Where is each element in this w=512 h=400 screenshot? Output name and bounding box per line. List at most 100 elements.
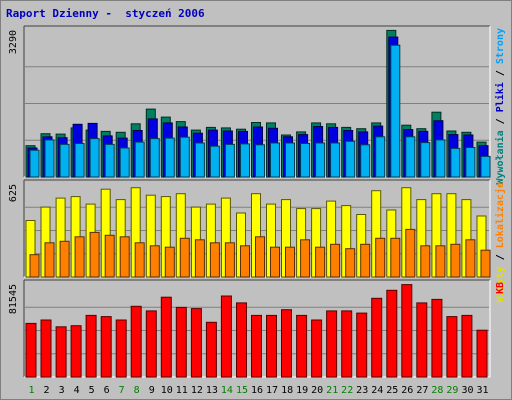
middle-bar-lokalizacje-day-6 xyxy=(104,234,115,278)
top-bar-strony-day-3 xyxy=(59,143,70,178)
bottom-bar-kb-day-3 xyxy=(55,326,67,378)
middle-bar-lokalizacje-day-5 xyxy=(89,231,100,278)
x-tick-label-day-9: 9 xyxy=(149,385,155,396)
top-bar-strony-day-18 xyxy=(285,142,295,178)
x-tick-label-day-21: 21 xyxy=(326,385,338,396)
bottom-bar-kb-day-9 xyxy=(145,310,157,378)
middle-bar-lokalizacje-day-31 xyxy=(480,249,491,278)
middle-bar-lokalizacje-day-3 xyxy=(59,240,70,278)
middle-bar-lokalizacje-day-28 xyxy=(435,245,446,278)
bottom-bar-kb-day-28 xyxy=(431,298,443,378)
middle-bar-lokalizacje-day-2 xyxy=(44,242,55,278)
x-tick-label-day-14: 14 xyxy=(221,385,233,396)
x-tick-label-day-19: 19 xyxy=(296,385,308,396)
x-tick-label-day-30: 30 xyxy=(461,385,473,396)
top-bar-strony-day-2 xyxy=(44,139,55,178)
top-bar-strony-day-4 xyxy=(74,143,85,178)
x-tick-label-day-20: 20 xyxy=(311,385,323,396)
x-tick-label-day-22: 22 xyxy=(341,385,353,396)
x-tick-label-day-31: 31 xyxy=(476,385,488,396)
x-tick-label-day-25: 25 xyxy=(386,385,398,396)
bottom-bar-kb-day-8 xyxy=(130,305,142,378)
x-tick-label-day-28: 28 xyxy=(431,385,443,396)
bottom-bar-kb-day-7 xyxy=(115,319,127,378)
bottom-bar-kb-day-14 xyxy=(220,295,232,378)
bottom-bar-kb-day-26 xyxy=(401,284,413,378)
middle-bar-lokalizacje-day-4 xyxy=(74,236,85,278)
top-bar-strony-day-13 xyxy=(209,145,220,178)
top-bar-strony-day-23 xyxy=(360,144,371,178)
chart-title: Raport Dzienny - styczeń 2006 xyxy=(6,7,205,20)
bottom-bar-kb-day-31 xyxy=(476,329,488,378)
bottom-bar-kb-day-29 xyxy=(446,316,458,378)
middle-bar-lokalizacje-day-19 xyxy=(300,239,311,278)
middle-legend-part: Wizyty xyxy=(494,266,506,302)
top-bar-strony-day-17 xyxy=(270,142,280,178)
top-bar-strony-day-8 xyxy=(134,141,145,178)
middle-bar-lokalizacje-day-22 xyxy=(345,248,356,278)
top-legend-label: Wywołania / Pliki / Strony xyxy=(494,28,506,185)
x-tick-label-day-23: 23 xyxy=(356,385,368,396)
middle-bar-lokalizacje-day-7 xyxy=(119,236,130,278)
x-tick-label-day-1: 1 xyxy=(28,385,34,396)
top-bar-strony-day-21 xyxy=(330,142,341,178)
middle-bar-lokalizacje-day-21 xyxy=(330,243,341,278)
middle-bar-lokalizacje-day-27 xyxy=(420,245,431,278)
top-bar-strony-day-28 xyxy=(435,139,446,178)
bottom-bar-kb-day-15 xyxy=(236,302,247,378)
middle-bar-lokalizacje-day-10 xyxy=(164,246,175,278)
top-bar-strony-day-16 xyxy=(255,144,265,178)
bottom-bar-kb-day-20 xyxy=(311,319,323,378)
top-bar-strony-day-9 xyxy=(149,138,160,178)
x-tick-label-day-15: 15 xyxy=(236,385,248,396)
bottom-bar-kb-day-18 xyxy=(281,309,292,378)
middle-bar-lokalizacje-day-24 xyxy=(375,237,386,278)
x-tick-label-day-12: 12 xyxy=(191,385,203,396)
x-tick-label-day-3: 3 xyxy=(59,385,65,396)
bottom-ymax-label: 81545 xyxy=(8,284,19,314)
bottom-bar-kb-day-4 xyxy=(70,325,82,378)
middle-bar-lokalizacje-day-12 xyxy=(194,239,205,278)
top-legend-part: Wywołania xyxy=(494,130,506,184)
middle-bar-lokalizacje-day-20 xyxy=(315,246,326,278)
x-tick-label-day-27: 27 xyxy=(416,385,428,396)
top-bar-strony-day-1 xyxy=(29,149,40,178)
bottom-bar-kb-day-17 xyxy=(266,314,277,378)
x-tick-label-day-26: 26 xyxy=(401,385,413,396)
bottom-bar-kb-day-1 xyxy=(25,322,37,378)
x-tick-label-day-24: 24 xyxy=(371,385,383,396)
bottom-bar-kb-day-11 xyxy=(175,306,187,378)
x-tick-label-day-29: 29 xyxy=(446,385,458,396)
middle-bar-lokalizacje-day-1 xyxy=(29,254,40,278)
x-tick-label-day-18: 18 xyxy=(281,385,293,396)
top-bar-strony-day-12 xyxy=(194,142,205,178)
middle-bar-lokalizacje-day-14 xyxy=(224,242,235,278)
bottom-bar-kb-day-13 xyxy=(205,321,217,378)
top-bar-strony-day-31 xyxy=(480,155,491,178)
top-bar-strony-day-29 xyxy=(450,147,461,178)
bottom-bar-kb-day-21 xyxy=(326,310,338,378)
x-tick-label-day-5: 5 xyxy=(89,385,95,396)
x-tick-label-day-4: 4 xyxy=(74,385,80,396)
top-bar-strony-day-20 xyxy=(315,142,326,178)
bottom-bar-kb-day-30 xyxy=(461,314,473,378)
top-bar-strony-day-24 xyxy=(375,136,386,178)
bottom-bar-kb-day-10 xyxy=(160,296,172,378)
top-bar-strony-day-7 xyxy=(119,147,130,178)
x-tick-label-day-6: 6 xyxy=(104,385,110,396)
top-bar-strony-day-5 xyxy=(89,138,100,178)
top-bar-strony-day-11 xyxy=(179,136,190,178)
bottom-bar-kb-day-25 xyxy=(386,289,398,378)
top-bar-strony-day-10 xyxy=(164,137,175,178)
middle-bar-lokalizacje-day-15 xyxy=(240,245,250,278)
top-bar-strony-day-27 xyxy=(420,142,431,178)
top-bar-strony-day-22 xyxy=(345,140,356,178)
middle-bar-lokalizacje-day-29 xyxy=(450,243,461,278)
x-tick-label-day-11: 11 xyxy=(176,385,188,396)
bottom-legend-part: KB xyxy=(495,282,506,294)
bottom-legend-label: KB xyxy=(495,282,506,294)
middle-bar-lokalizacje-day-8 xyxy=(134,242,145,278)
x-tick-label-day-2: 2 xyxy=(43,385,49,396)
middle-bar-lokalizacje-day-30 xyxy=(465,239,476,278)
